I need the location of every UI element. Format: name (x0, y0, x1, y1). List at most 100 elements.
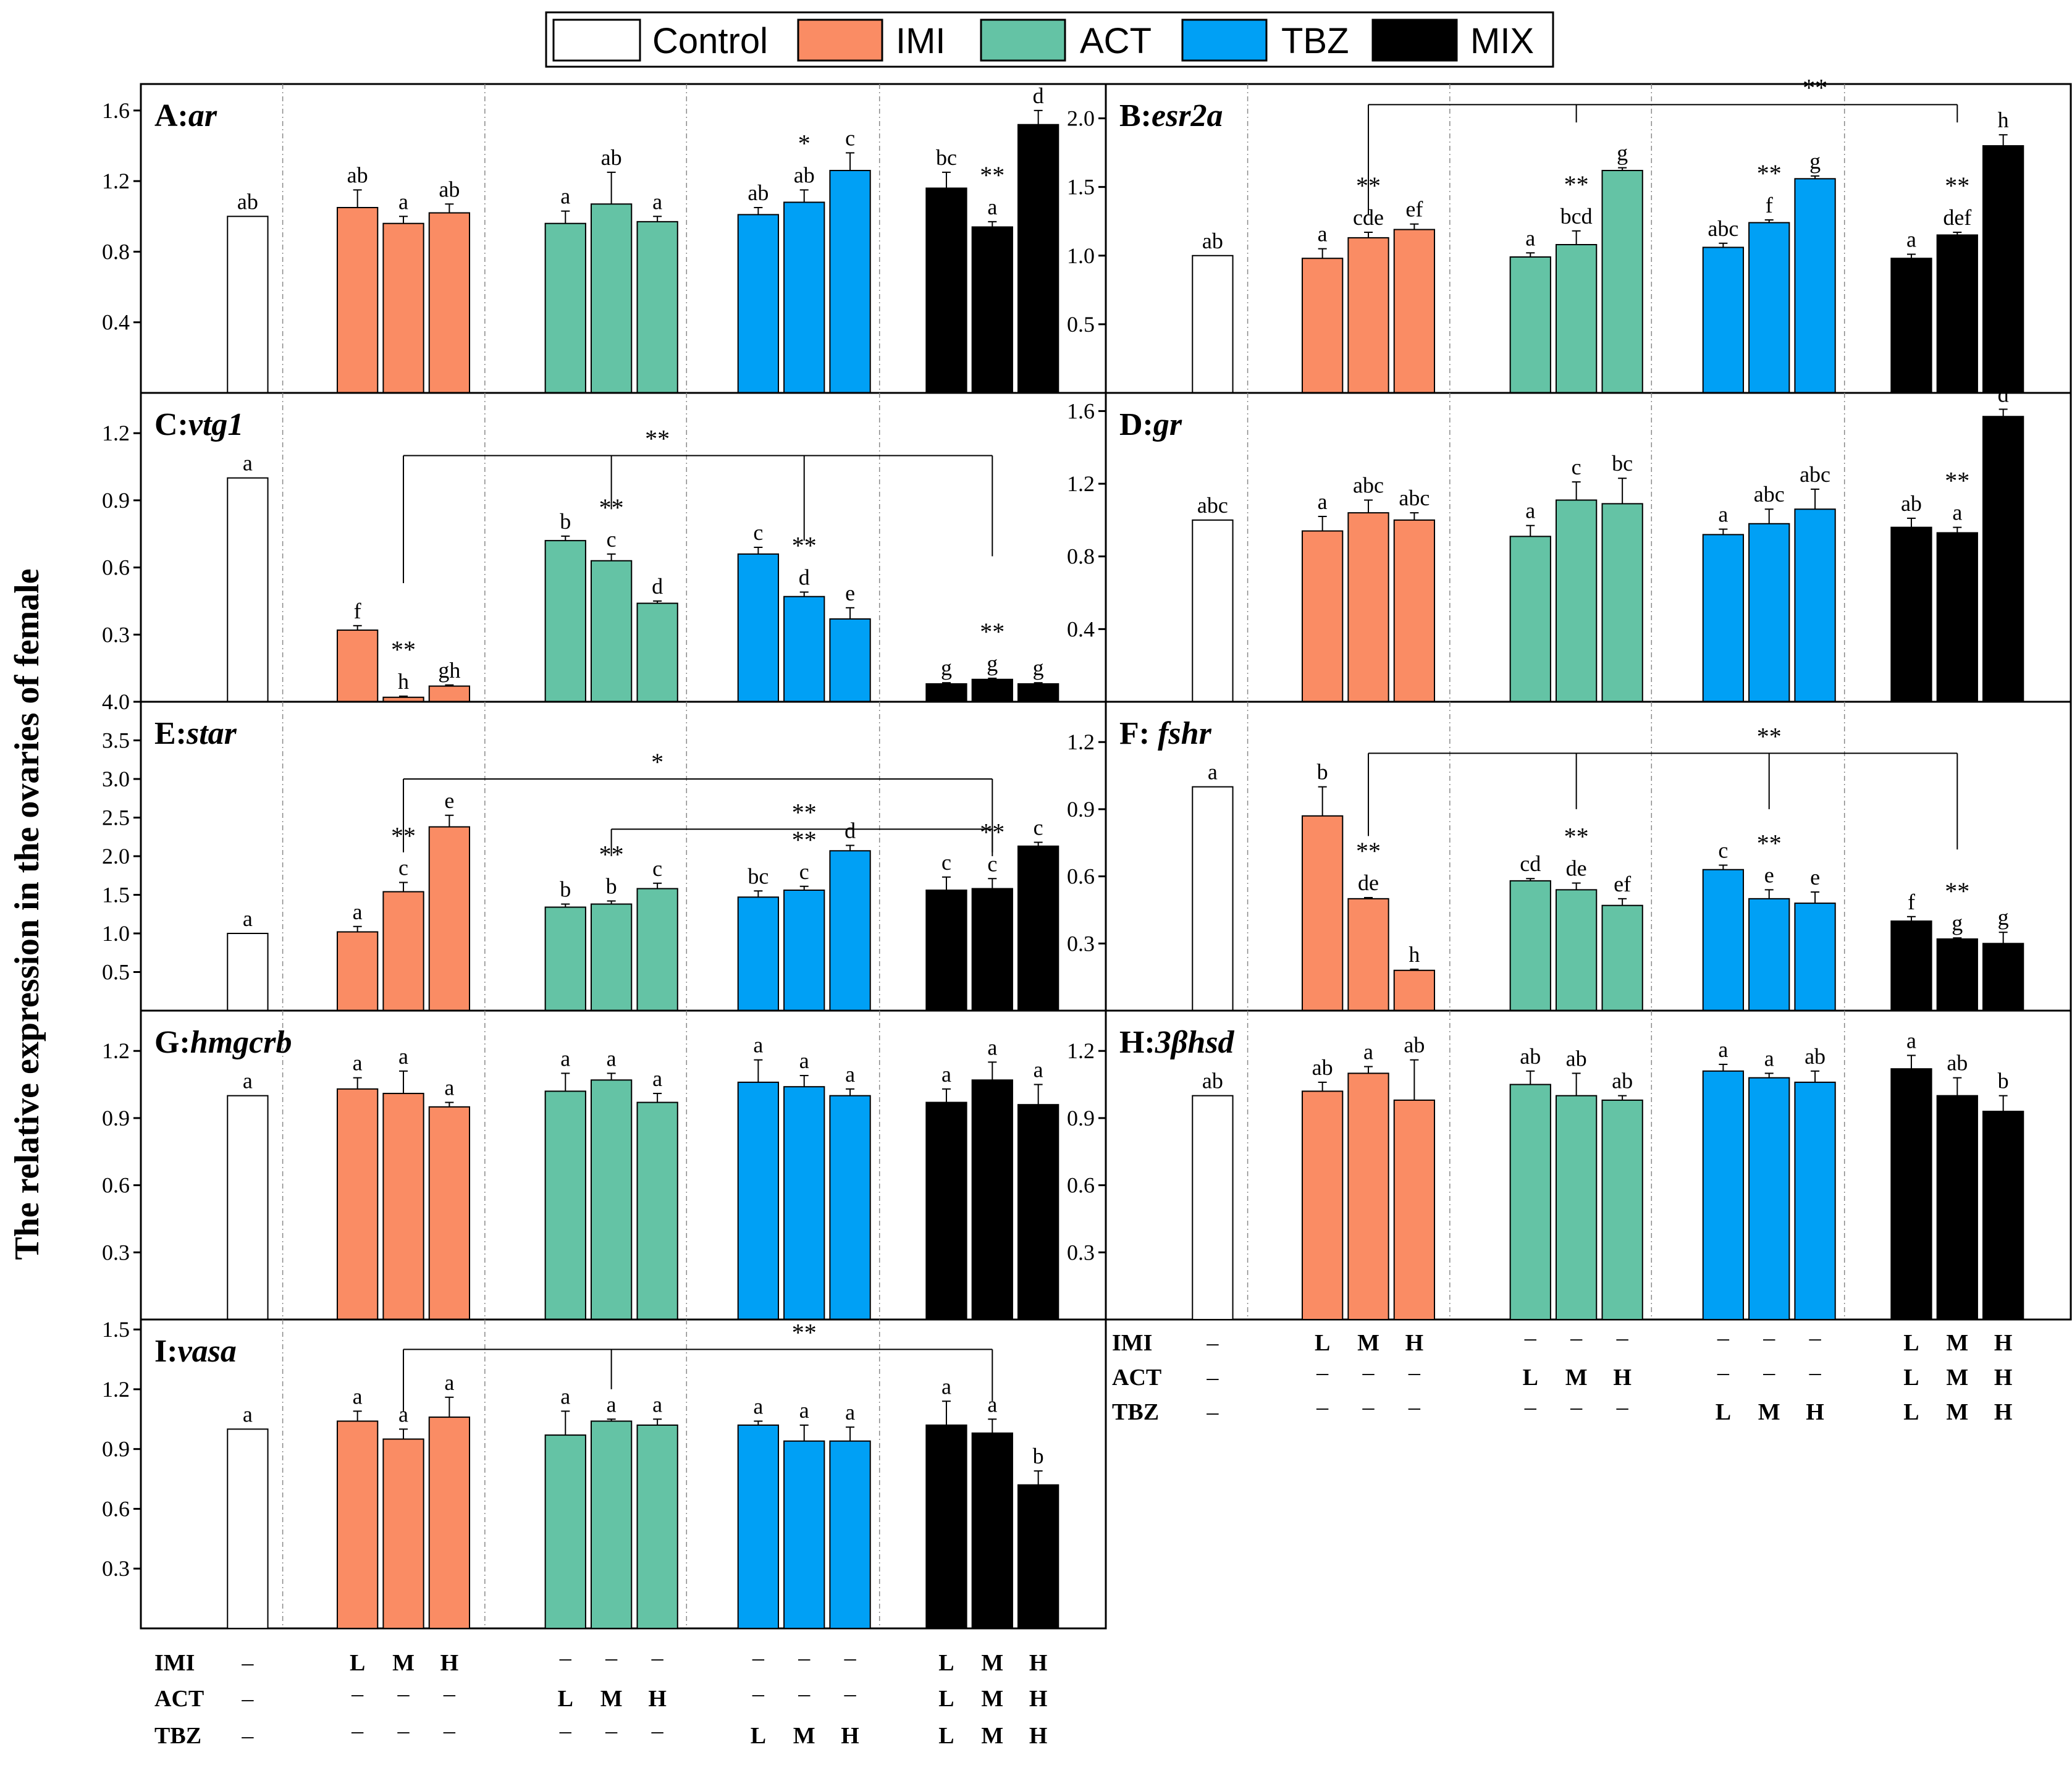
significance-letter: a (353, 1051, 363, 1076)
gene-name: hmgcrb (190, 1025, 292, 1060)
gene-name: fshr (1158, 716, 1211, 751)
bar-imi-h (1393, 969, 1436, 1011)
significance-letter: a (560, 1384, 570, 1408)
significance-letter: a (353, 1384, 363, 1408)
absent-dash: – (1762, 1325, 1775, 1351)
significance-letter: c (1572, 455, 1581, 479)
y-tick-label: 1.2 (102, 169, 130, 193)
bar-imi-l (337, 931, 379, 1011)
absent-dash: – (752, 1645, 765, 1671)
absent-dash: – (351, 1681, 364, 1707)
y-tick-label: 0.6 (102, 1173, 130, 1198)
bar-imi-h (428, 1417, 471, 1629)
bar-imi-m (1347, 512, 1389, 703)
absent-dash: – (559, 1718, 572, 1744)
y-tick-label: 3.5 (102, 728, 130, 753)
y-tick-label: 1.6 (102, 98, 130, 123)
significance-letter: a (243, 1069, 253, 1093)
significance-letter: c (987, 851, 997, 876)
bar-act-h (636, 1424, 678, 1630)
bar-tbz-m (1748, 523, 1790, 702)
panel-letter: I: (154, 1334, 178, 1369)
bar-mix-h (1017, 683, 1059, 703)
level-l: L (1315, 1330, 1330, 1356)
significance-stars: ** (391, 636, 416, 663)
significance-letter: de (1566, 856, 1587, 880)
gene-name: esr2a (1152, 98, 1223, 133)
significance-letter: a (398, 1402, 408, 1426)
panel-letter: C: (154, 407, 188, 442)
bar-tbz-m (783, 201, 825, 394)
significance-letter: g (1998, 905, 2009, 930)
bar-act-m (590, 1420, 633, 1629)
y-tick-label: 0.4 (102, 310, 130, 335)
bar-mix-h (1982, 943, 2024, 1011)
absent-dash: – (798, 1681, 811, 1707)
significance-letter: c (652, 856, 662, 881)
panel-I: 0.3 0.6 0.9 1.2 1.5 a a a a a a a a a a a a b ** I:vasa (102, 1317, 1107, 1630)
significance-letter: e (845, 581, 855, 605)
level-m: M (392, 1650, 415, 1676)
level-l: L (938, 1686, 954, 1712)
significance-letter: abc (1353, 473, 1384, 498)
y-tick-label: 1.0 (102, 921, 130, 946)
control-dash: – (241, 1686, 254, 1712)
significance-letter: d (1998, 382, 2009, 406)
bar-control (1192, 255, 1234, 394)
y-tick-label: 1.2 (1067, 730, 1095, 754)
bar-mix-h (1017, 1104, 1059, 1321)
significance-stars: ** (1945, 877, 1969, 905)
significance-letter: ab (1404, 1033, 1425, 1058)
level-l: L (350, 1650, 365, 1676)
absent-dash: – (651, 1645, 664, 1671)
level-l: L (938, 1723, 954, 1749)
legend-swatch-imi (797, 19, 883, 62)
panel-letter: E: (154, 716, 187, 751)
y-tick-label: 1.5 (102, 1317, 130, 1342)
bar-mix-l (925, 683, 967, 703)
significance-stars: ** (980, 161, 1004, 189)
y-tick-label: 1.0 (1067, 243, 1095, 268)
y-tick-label: 1.2 (1067, 1038, 1095, 1063)
y-tick-label: 0.3 (1067, 931, 1095, 956)
significance-letter: f (1766, 193, 1773, 217)
y-tick-label: 0.6 (102, 555, 130, 580)
bar-act-h (636, 602, 678, 702)
legend-label-control: Control (652, 21, 768, 61)
y-tick-label: 1.2 (102, 1038, 130, 1063)
absent-dash: – (1762, 1360, 1775, 1386)
absent-dash: – (1316, 1394, 1329, 1420)
bar-imi-h (428, 1106, 471, 1321)
significance-letter: b (560, 509, 571, 534)
significance-letter: bc (748, 864, 769, 888)
significance-letter: ab (1312, 1055, 1333, 1080)
significance-letter: ab (1202, 229, 1223, 253)
significance-letter: b (1317, 760, 1328, 785)
panel-letter: D: (1119, 407, 1153, 442)
significance-letter: b (1998, 1069, 2009, 1093)
bracket-label: ** (1803, 74, 1827, 101)
significance-letter: a (987, 1392, 997, 1417)
absent-dash: – (752, 1681, 765, 1707)
bar-imi-l (337, 629, 379, 703)
bar-tbz-l (1702, 1070, 1745, 1320)
gene-name: gr (1153, 407, 1182, 442)
significance-letter: e (1810, 865, 1820, 890)
bar-mix-l (1890, 258, 1932, 394)
significance-letter: h (398, 669, 409, 694)
absent-dash: – (844, 1681, 857, 1707)
significance-letter: f (354, 599, 361, 623)
bar-mix-l (925, 1101, 967, 1321)
bar-act-h (636, 1101, 678, 1321)
y-tick-label: 2.0 (102, 844, 130, 869)
significance-letter: a (1034, 1058, 1043, 1082)
y-tick-label: 1.5 (1067, 175, 1095, 200)
level-l: L (1903, 1399, 1919, 1425)
gene-name: star (186, 716, 237, 751)
absent-dash: – (397, 1681, 410, 1707)
bar-tbz-h (829, 1095, 871, 1320)
significance-letter: c (1034, 815, 1043, 840)
bar-mix-m (1936, 938, 1978, 1012)
